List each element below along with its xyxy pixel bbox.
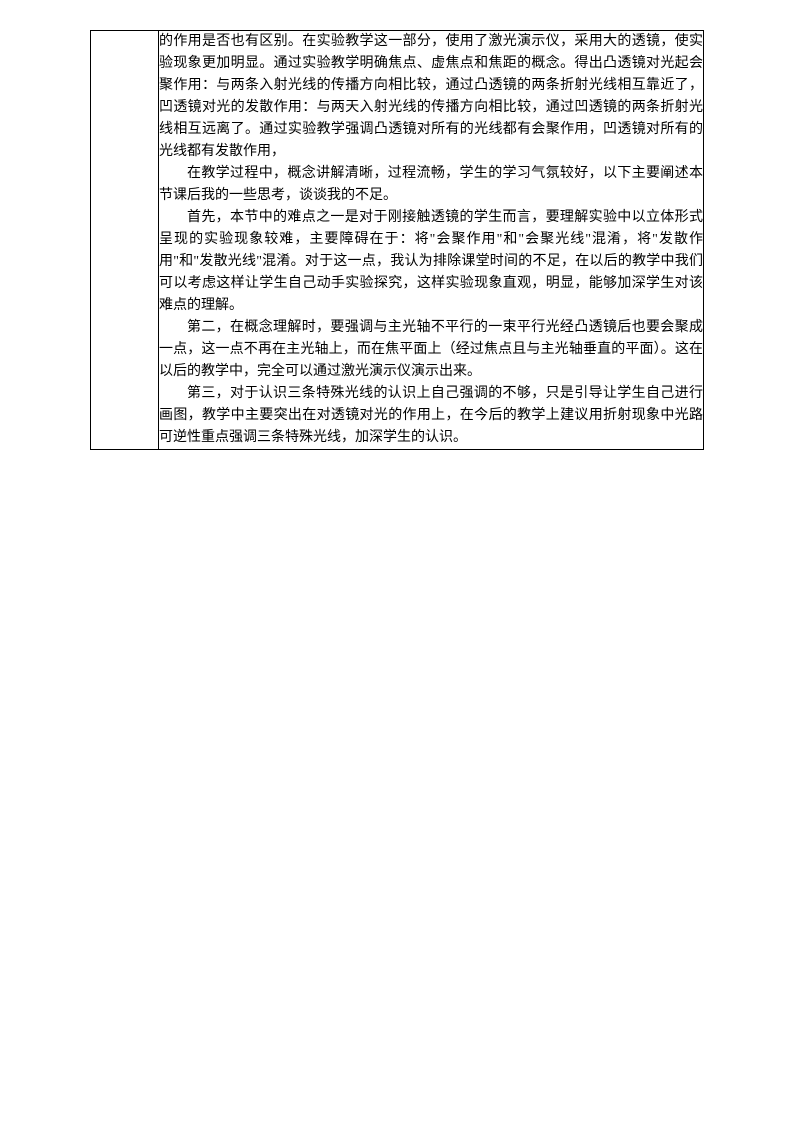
left-column [91,31,159,450]
paragraph-2: 在教学过程中，概念讲解清晰，过程流畅，学生的学习气氛较好，以下主要阐述本节课后我… [159,163,703,207]
content-column: 的作用是否也有区别。在实验教学这一部分，使用了激光演示仪，采用大的透镜，使实验现… [159,31,704,450]
document-table: 的作用是否也有区别。在实验教学这一部分，使用了激光演示仪，采用大的透镜，使实验现… [90,30,704,450]
paragraph-3: 首先，本节中的难点之一是对于刚接触透镜的学生而言，要理解实验中以立体形式呈现的实… [159,207,703,317]
paragraph-5: 第三，对于认识三条特殊光线的认识上自己强调的不够，只是引导让学生自己进行画图，教… [159,383,703,449]
paragraph-4: 第二，在概念理解时，要强调与主光轴不平行的一束平行光经凸透镜后也要会聚成一点，这… [159,317,703,383]
paragraph-1: 的作用是否也有区别。在实验教学这一部分，使用了激光演示仪，采用大的透镜，使实验现… [159,31,703,163]
